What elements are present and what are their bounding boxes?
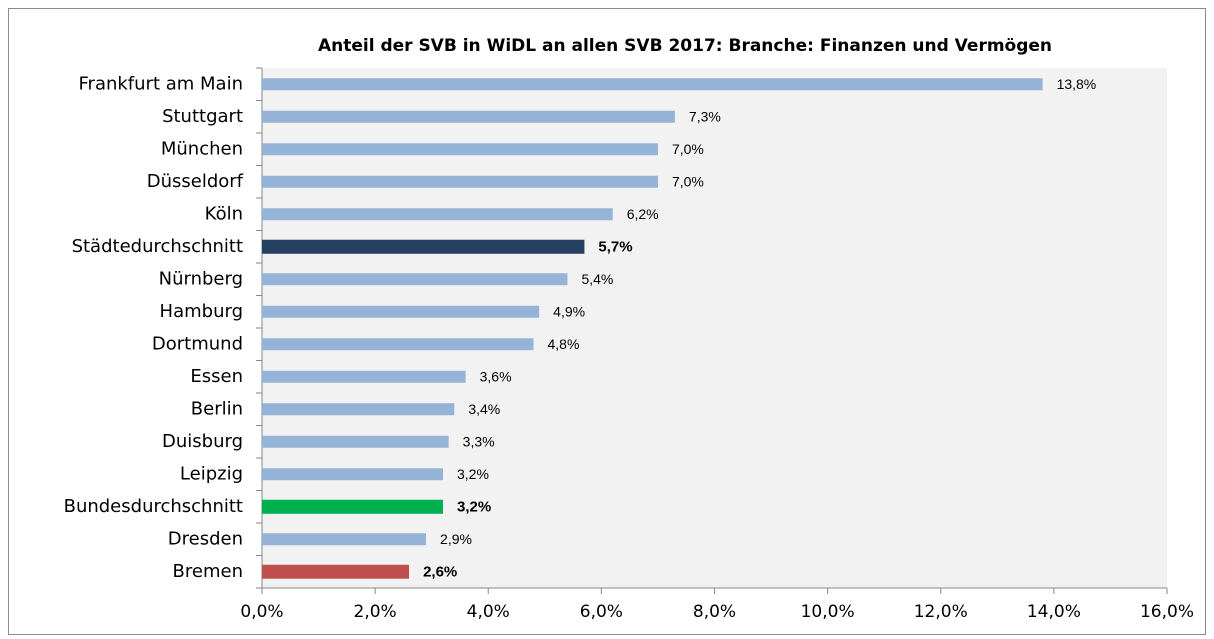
bar xyxy=(262,499,443,514)
bar xyxy=(262,403,455,416)
y-tick-label: Düsseldorf xyxy=(147,171,244,192)
value-label: 3,4% xyxy=(468,401,500,417)
bar xyxy=(262,143,658,156)
value-label: 5,4% xyxy=(581,271,613,287)
bar xyxy=(262,338,534,351)
y-tick-label: Dortmund xyxy=(152,333,243,354)
x-tick-label: 4,0% xyxy=(467,602,510,622)
value-label: 6,2% xyxy=(627,206,659,222)
bar xyxy=(262,305,540,318)
x-tick-label: 2,0% xyxy=(354,602,397,622)
bar xyxy=(262,468,443,481)
bar xyxy=(262,564,410,579)
y-tick-label: Leipzig xyxy=(180,463,243,484)
y-tick-label: Hamburg xyxy=(160,301,243,322)
bar xyxy=(262,110,675,123)
value-label: 3,2% xyxy=(457,499,491,516)
value-label: 2,6% xyxy=(423,564,457,581)
y-tick-label: Bremen xyxy=(173,561,243,582)
y-tick-label: Nürnberg xyxy=(159,268,243,289)
x-tick-label: 12,0% xyxy=(914,602,968,622)
y-tick-label: Berlin xyxy=(191,398,243,419)
x-tick-label: 6,0% xyxy=(580,602,623,622)
y-tick-label: Städtedurchschnitt xyxy=(72,236,243,257)
value-label: 7,3% xyxy=(689,108,721,124)
value-label: 13,8% xyxy=(1057,76,1097,92)
bar xyxy=(262,78,1043,91)
y-tick-label: Köln xyxy=(205,203,243,224)
value-label: 7,0% xyxy=(672,173,704,189)
x-tick-label: 8,0% xyxy=(693,602,736,622)
value-label: 3,2% xyxy=(457,466,489,482)
value-label: 2,9% xyxy=(440,531,472,547)
bar xyxy=(262,533,427,546)
y-tick-label: Dresden xyxy=(168,528,243,549)
bar xyxy=(262,370,466,383)
y-tick-label: München xyxy=(161,138,243,159)
chart-title: Anteil der SVB in WiDL an allen SVB 2017… xyxy=(318,36,1052,56)
value-label: 7,0% xyxy=(672,141,704,157)
value-label: 5,7% xyxy=(598,239,632,256)
bar xyxy=(262,175,658,188)
bar xyxy=(262,239,585,254)
value-label: 3,6% xyxy=(480,368,512,384)
y-tick-label: Stuttgart xyxy=(162,106,243,127)
x-tick-label: 14,0% xyxy=(1027,602,1081,622)
value-label: 4,8% xyxy=(548,336,580,352)
bar xyxy=(262,435,449,448)
x-tick-label: 16,0% xyxy=(1140,602,1194,622)
y-tick-label: Frankfurt am Main xyxy=(79,73,244,94)
x-tick-label: 10,0% xyxy=(801,602,855,622)
bar xyxy=(262,208,613,221)
y-tick-label: Essen xyxy=(190,366,243,387)
value-label: 4,9% xyxy=(553,303,585,319)
bar xyxy=(262,273,568,286)
value-label: 3,3% xyxy=(463,433,495,449)
y-tick-label: Bundesdurchschnitt xyxy=(64,496,243,517)
y-tick-label: Duisburg xyxy=(162,431,243,452)
x-tick-label: 0,0% xyxy=(240,602,283,622)
